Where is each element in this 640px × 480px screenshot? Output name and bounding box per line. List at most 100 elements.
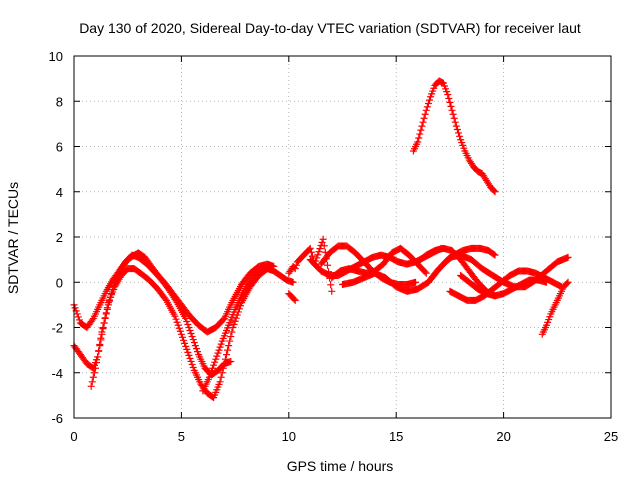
data-point — [306, 244, 314, 252]
data-point-interp — [98, 330, 106, 338]
data-point-interp — [187, 357, 195, 365]
data-point-interp — [217, 340, 225, 348]
x-tick-label: 15 — [389, 429, 403, 444]
grid-lines — [74, 56, 611, 418]
data-point-interp — [74, 313, 82, 321]
data-point — [289, 278, 297, 286]
data-point-interp — [178, 333, 186, 341]
data-point — [418, 122, 426, 130]
data-point-interp — [215, 346, 223, 354]
data-point — [422, 269, 430, 277]
data-point-interp — [224, 346, 232, 354]
x-axis-label: GPS time / hours — [287, 458, 394, 474]
y-tick-label: -2 — [51, 321, 63, 336]
data-point-interp — [182, 342, 190, 350]
data-point-interp — [323, 261, 331, 269]
data-point — [452, 122, 460, 130]
data-point-interp — [232, 314, 240, 322]
data-point-interp — [191, 342, 199, 350]
data-point-interp — [103, 304, 111, 312]
data-point — [182, 314, 190, 322]
data-point-interp — [416, 130, 424, 138]
data-point — [227, 357, 235, 365]
data-point-interp — [312, 257, 320, 265]
x-tick-label: 10 — [282, 429, 296, 444]
data-point-interp — [184, 320, 192, 328]
data-point — [444, 90, 452, 98]
data-point-interp — [71, 304, 79, 312]
data-point-interp — [327, 281, 335, 289]
data-point-interp — [226, 337, 234, 345]
series-track-5 — [285, 290, 299, 304]
data-point-interp — [173, 318, 181, 326]
data-point-interp — [194, 348, 202, 356]
data-point-interp — [228, 328, 236, 336]
data-point-interp — [227, 333, 235, 341]
series-track-11 — [424, 244, 499, 286]
series-track-15 — [409, 77, 499, 196]
data-point-interp — [292, 261, 300, 269]
data-point-interp — [220, 360, 228, 368]
data-point-interp — [186, 354, 194, 362]
data-point-interp — [230, 320, 238, 328]
data-point-interp — [183, 345, 191, 353]
data-point — [311, 260, 319, 268]
data-point — [212, 355, 220, 363]
data-point-interp — [314, 251, 322, 259]
data-point-interp — [445, 94, 453, 102]
data-point-interp — [88, 316, 96, 324]
x-tick-label: 25 — [604, 429, 618, 444]
data-point-interp — [97, 336, 105, 344]
data-point-interp — [449, 110, 457, 118]
data-point-interp — [321, 248, 329, 256]
data-point-interp — [425, 96, 433, 104]
data-point — [205, 373, 213, 381]
data-point-interp — [326, 274, 334, 282]
data-point-interp — [313, 254, 321, 262]
data-point-interp — [181, 339, 189, 347]
data-point — [319, 235, 327, 243]
data-point-interp — [325, 268, 333, 276]
data-point-interp — [185, 324, 193, 331]
data-point-interp — [183, 317, 191, 325]
data-point-interp — [417, 126, 425, 134]
data-point-interp — [320, 242, 328, 250]
data-point-interp — [192, 345, 200, 353]
y-tick-label: 2 — [56, 230, 63, 245]
data-point-interp — [89, 373, 97, 381]
data-point-interp — [176, 327, 184, 335]
data-point-interp — [454, 129, 462, 137]
data-point-interp — [423, 103, 431, 111]
data-point-interp — [219, 364, 227, 372]
series-isolated — [285, 235, 336, 295]
data-point-interp — [211, 358, 219, 366]
data-point-interp — [451, 118, 459, 126]
data-point-interp — [456, 132, 464, 140]
y-tick-label: 0 — [56, 275, 63, 290]
data-point-interp — [490, 187, 498, 195]
data-point-interp — [175, 324, 183, 332]
data-point-interp — [172, 297, 180, 305]
data-point-interp — [188, 360, 196, 368]
data-point — [216, 378, 224, 386]
y-tick-label: 6 — [56, 140, 63, 155]
data-point — [448, 106, 456, 114]
x-tick-label: 0 — [70, 429, 77, 444]
chart-title: Day 130 of 2020, Sidereal Day-to-day VTE… — [79, 20, 581, 36]
data-point-interp — [172, 315, 180, 323]
tick-labels: 0 5 10 15 20 25 -6 -4 -2 0 2 4 6 8 10 — [49, 49, 619, 444]
data-point-interp — [73, 310, 81, 318]
data-point — [96, 342, 104, 350]
data-point-interp — [210, 361, 218, 369]
data-point-interp — [75, 316, 83, 324]
data-point-interp — [187, 330, 195, 338]
data-point — [188, 333, 196, 341]
data-point-interp — [420, 114, 428, 122]
data-point — [412, 278, 420, 286]
data-point-interp — [216, 343, 224, 351]
axes — [73, 55, 612, 419]
data-point-interp — [415, 134, 423, 142]
series-track-8 — [328, 244, 430, 282]
data-point — [171, 312, 179, 320]
y-axis-label: SDTVAR / TECUs — [5, 182, 21, 294]
